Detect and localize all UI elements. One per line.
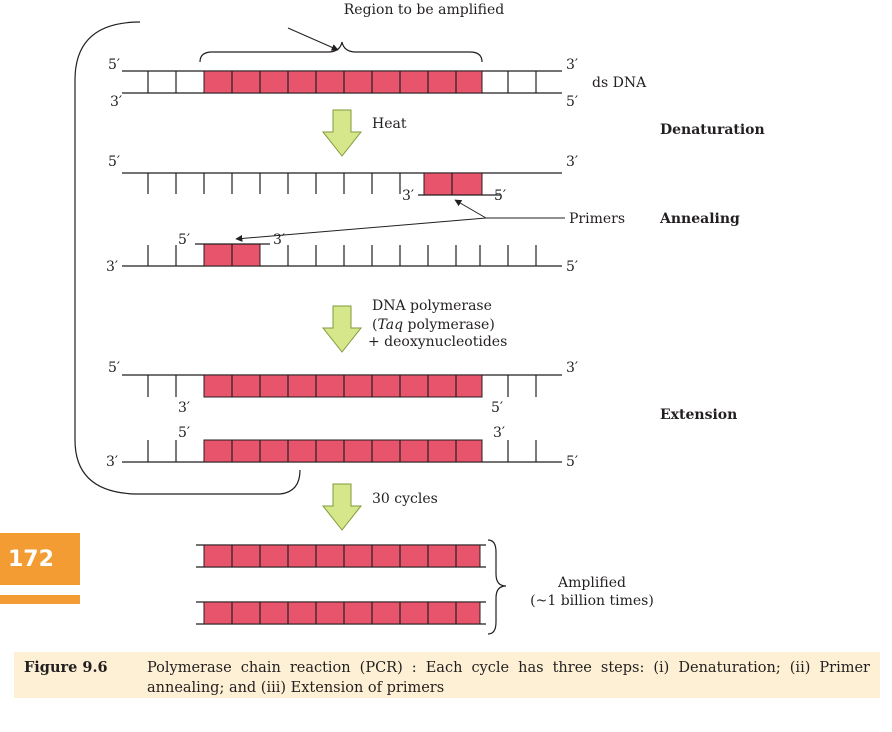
new-strand-1 bbox=[203, 374, 483, 398]
amplified-line1: Amplified bbox=[557, 575, 626, 591]
polymerase-arrow-icon bbox=[321, 305, 363, 353]
ds-dna-label: ds DNA bbox=[592, 75, 647, 91]
step-annealing: Annealing bbox=[659, 211, 740, 227]
region-brace bbox=[199, 41, 483, 63]
caption-text: Polymerase chain reaction (PCR) : Each c… bbox=[147, 660, 870, 696]
dsdna-5prime-top: 5′ bbox=[108, 57, 120, 73]
amplified-copy-2 bbox=[203, 601, 481, 625]
cycle-loop bbox=[74, 21, 301, 495]
page-number-badge: 172 bbox=[0, 533, 80, 585]
caption-number: Figure 9.6 bbox=[24, 659, 108, 676]
e2-new-3prime: 3′ bbox=[493, 425, 505, 441]
amplified-copy-1 bbox=[203, 544, 481, 568]
heat-arrow-icon bbox=[321, 109, 363, 157]
polymerase-line1: DNA polymerase bbox=[372, 298, 492, 314]
dsdna-3prime-top: 3′ bbox=[566, 57, 578, 73]
primer2-3prime: 3′ bbox=[273, 232, 285, 248]
extension-strand-bottom bbox=[122, 439, 562, 463]
cycles-label: 30 cycles bbox=[372, 491, 438, 507]
primer-1 bbox=[423, 172, 483, 196]
new-strand-2 bbox=[203, 439, 483, 463]
e1-5prime: 5′ bbox=[108, 360, 120, 376]
e1-3prime: 3′ bbox=[566, 360, 578, 376]
e2-3prime: 3′ bbox=[106, 454, 118, 470]
amplified-products bbox=[196, 544, 486, 625]
e2-new-5prime: 5′ bbox=[178, 425, 190, 441]
annealing-strand-top bbox=[122, 172, 562, 196]
e1-new-5prime: 5′ bbox=[491, 400, 503, 416]
primers-label: Primers bbox=[569, 211, 625, 227]
primer-pointer-2 bbox=[235, 217, 487, 242]
primer2-5prime: 5′ bbox=[178, 232, 190, 248]
primer-pointer-1b bbox=[454, 199, 487, 219]
extension-strand-top bbox=[122, 374, 562, 398]
primer1-3prime: 3′ bbox=[402, 188, 414, 204]
heat-label: Heat bbox=[372, 116, 407, 132]
e1-new-3prime: 3′ bbox=[178, 400, 190, 416]
cycles-arrow-icon bbox=[321, 483, 363, 531]
region-arrow bbox=[287, 27, 339, 51]
ds-dna bbox=[122, 70, 562, 94]
amplified-line2: (~1 billion times) bbox=[530, 593, 654, 609]
s1-5prime: 5′ bbox=[108, 154, 120, 170]
polymerase-line3: + deoxynucleotides bbox=[368, 334, 507, 350]
figure-caption: Figure 9.6 Polymerase chain reaction (PC… bbox=[14, 652, 880, 698]
target-region bbox=[203, 70, 483, 94]
primer1-5prime: 5′ bbox=[494, 188, 506, 204]
annealing-strand-bottom bbox=[122, 243, 562, 267]
polymerase-line2: (Taq polymerase) bbox=[372, 317, 495, 333]
dsdna-3prime-bottom: 3′ bbox=[110, 94, 122, 110]
page-rule bbox=[0, 595, 80, 604]
dsdna-5prime-bottom: 5′ bbox=[566, 94, 578, 110]
s2-3prime: 3′ bbox=[106, 259, 118, 275]
s2-5prime: 5′ bbox=[566, 259, 578, 275]
e2-5prime: 5′ bbox=[566, 454, 578, 470]
s1-3prime: 3′ bbox=[566, 154, 578, 170]
step-extension: Extension bbox=[660, 407, 737, 423]
region-label: Region to be amplified bbox=[344, 2, 505, 18]
step-denaturation: Denaturation bbox=[660, 122, 765, 138]
amplified-brace bbox=[487, 539, 507, 635]
